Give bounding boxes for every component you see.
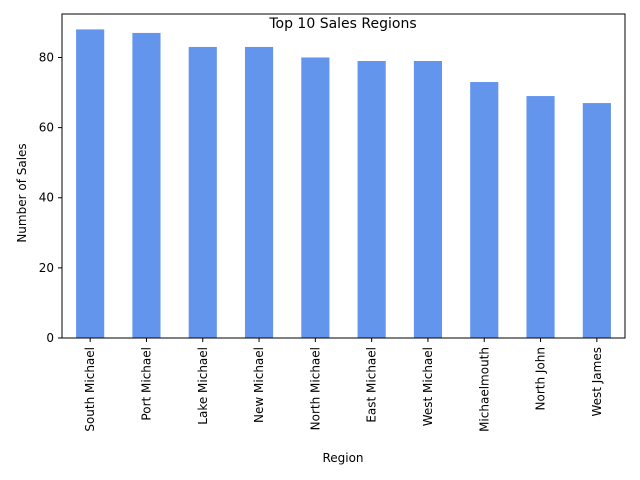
plot-frame (61, 13, 626, 339)
x-tick-label-3: New Michael (252, 347, 266, 423)
x-tick-label-4: North Michael (308, 347, 322, 430)
x-tick-label-1: Port Michael (139, 347, 153, 421)
y-axis: 0 20 40 60 80 (39, 50, 62, 345)
bar-8 (526, 96, 555, 338)
y-tick-label-0: 0 (46, 331, 54, 345)
y-tick-label-1: 20 (39, 261, 54, 275)
chart-title: Top 10 Sales Regions (268, 16, 416, 32)
bars-group (76, 29, 611, 339)
x-axis: South Michael Port Michael Lake Michael New… (83, 338, 604, 432)
bar-1 (132, 32, 161, 338)
y-axis-label: Number of Sales (15, 143, 29, 242)
y-tick-label-4: 80 (39, 50, 54, 64)
bar-7 (470, 82, 499, 338)
x-axis-label: Region (322, 451, 363, 465)
x-tick-label-5: East Michael (365, 347, 379, 423)
x-tick-label-7: Michaelmouth (477, 347, 491, 432)
bar-6 (413, 60, 443, 339)
bar-9 (582, 103, 611, 338)
bar-0 (76, 29, 105, 339)
x-tick-label-9: West James (590, 347, 604, 417)
bar-4 (301, 57, 330, 338)
bar-5 (357, 60, 386, 339)
bar-2 (188, 46, 217, 339)
bar-3 (244, 46, 274, 339)
x-tick-label-6: West Michael (421, 347, 435, 426)
x-tick-label-0: South Michael (83, 347, 97, 432)
y-tick-label-2: 40 (39, 191, 54, 205)
x-tick-label-2: Lake Michael (196, 347, 210, 425)
x-tick-label-8: North John (534, 347, 548, 410)
y-tick-label-3: 60 (39, 121, 54, 135)
